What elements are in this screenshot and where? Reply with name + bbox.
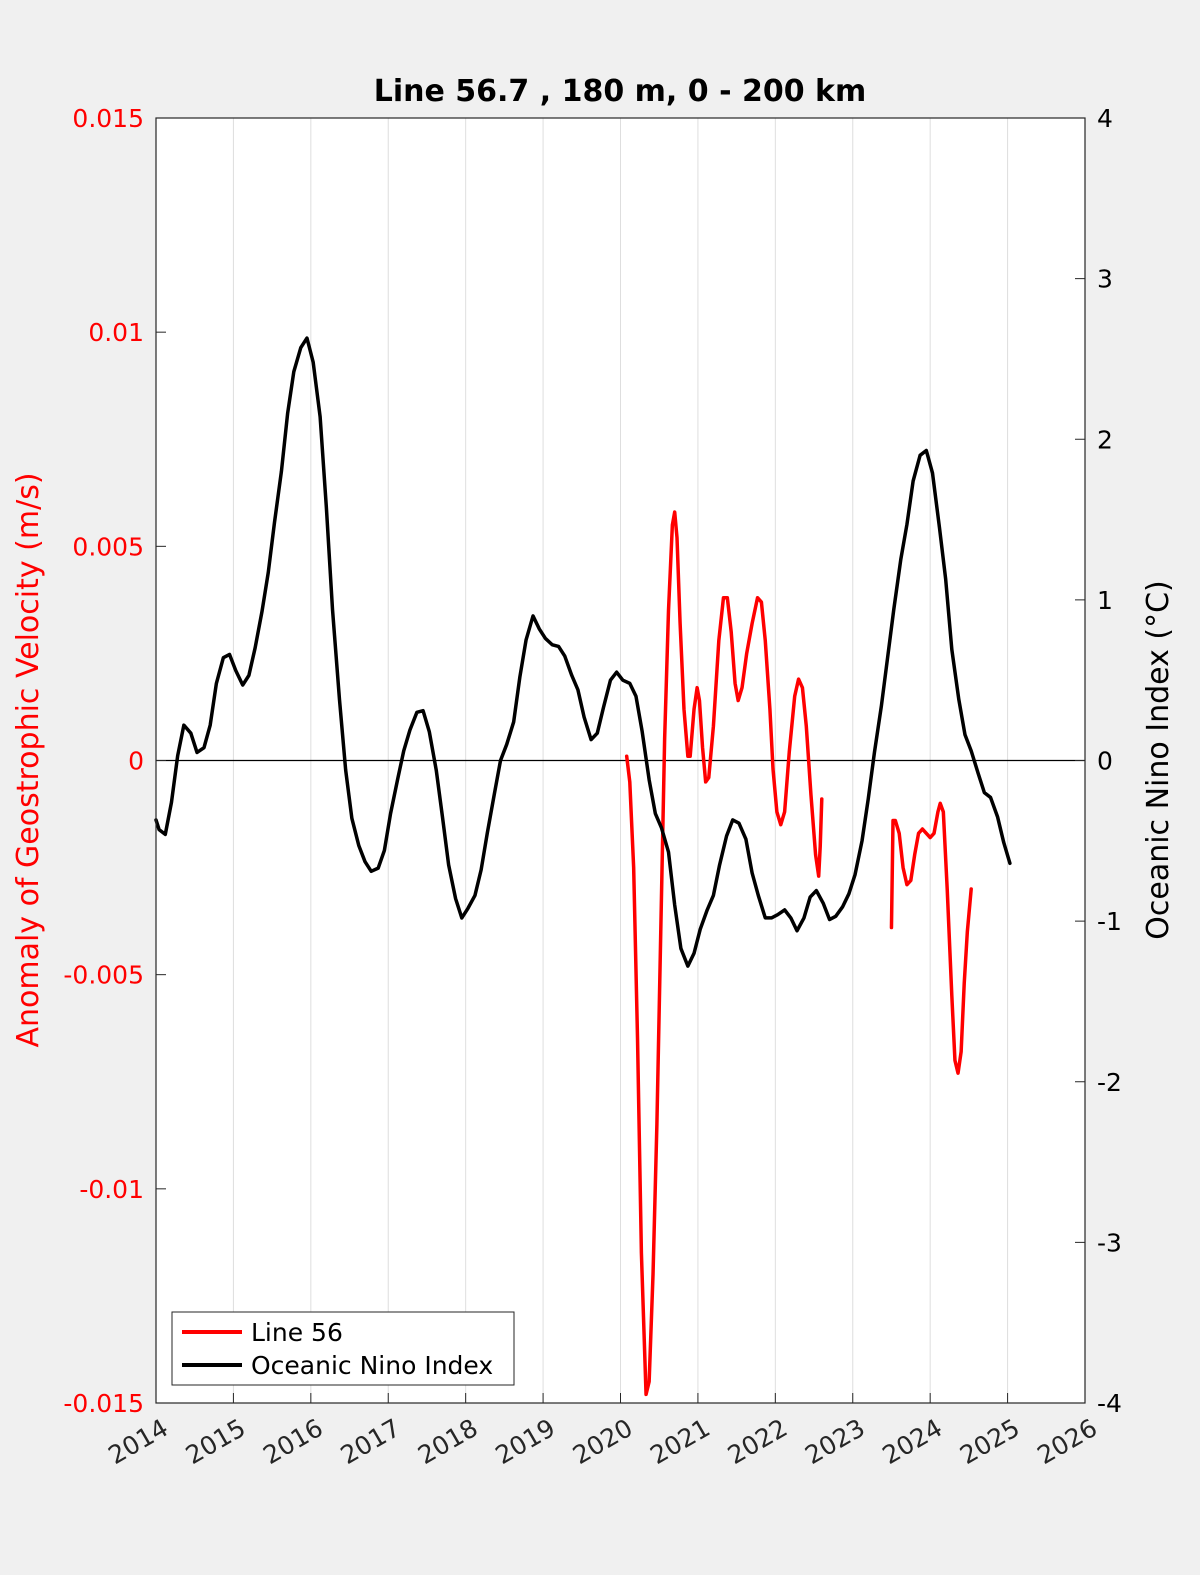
legend-label-oni: Oceanic Nino Index [251,1351,493,1380]
y-right-tick-label: 3 [1097,265,1113,294]
y-left-tick-label: 0 [128,747,144,776]
y-right-tick-label: 0 [1097,747,1113,776]
y-left-tick-label: 0.01 [88,318,144,347]
y-axis-left-label: Anomaly of Geostrophic Velocity (m/s) [11,472,46,1047]
y-right-tick-label: -4 [1097,1389,1122,1418]
y-left-tick-label: -0.005 [63,961,144,990]
y-right-tick-label: -1 [1097,907,1122,936]
y-axis-right-label: Oceanic Nino Index (°C) [1141,580,1176,940]
y-right-tick-label: 2 [1097,425,1113,454]
y-left-tick-label: 0.015 [72,104,144,133]
y-left-tick-label: -0.015 [63,1389,144,1418]
legend-label-line56: Line 56 [251,1318,343,1347]
y-left-tick-label: 0.005 [72,532,144,561]
series-line-line56-segment-1 [889,801,973,1075]
chart-title: Line 56.7 , 180 m, 0 - 200 km [374,74,867,109]
series-line-line56-segment-0 [624,510,824,1397]
series-layer [154,336,1012,1397]
y-right-tick-label: -3 [1097,1228,1122,1257]
legend-box [171,1311,515,1386]
y-right-tick-label: -2 [1097,1068,1122,1097]
y-right-tick-label: 4 [1097,104,1113,133]
series-line-oni-segment-0 [154,336,1012,968]
y-right-tick-label: 1 [1097,586,1113,615]
y-left-tick-label: -0.01 [79,1175,144,1204]
legend: Line 56 Oceanic Nino Index [171,1311,515,1386]
